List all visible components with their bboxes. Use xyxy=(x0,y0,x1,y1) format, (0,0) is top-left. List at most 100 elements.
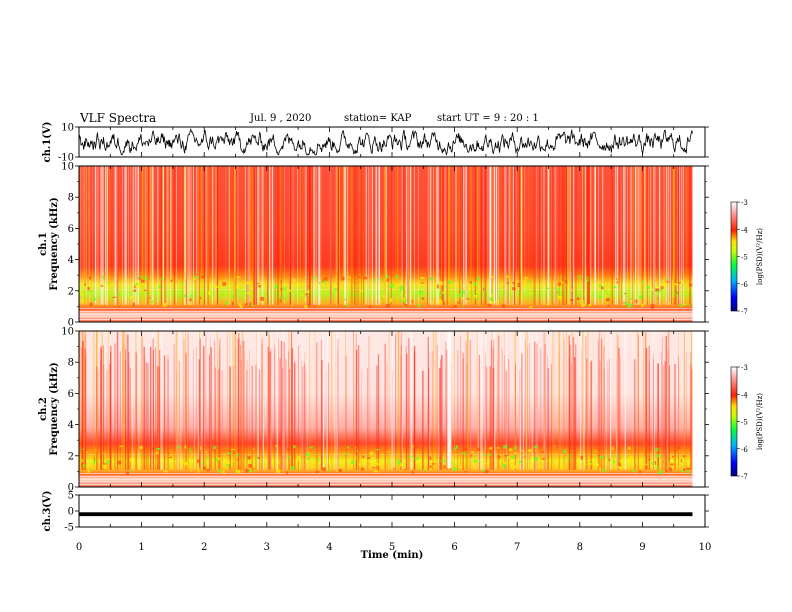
spectrogram-speckle xyxy=(524,456,526,459)
spectrogram-streak xyxy=(261,338,263,470)
spectrogram-streak xyxy=(603,346,605,470)
spectrogram-speckle xyxy=(286,471,288,475)
spectrogram-streak xyxy=(294,355,295,470)
spectrogram-streak xyxy=(101,345,102,470)
spectrogram-streak xyxy=(514,331,516,470)
spectrogram-streak xyxy=(618,166,620,305)
spectrogram-streak xyxy=(654,166,656,305)
spectrogram-streak xyxy=(395,166,396,305)
spectrogram-streak xyxy=(582,331,584,470)
spectrogram-streak xyxy=(122,342,124,470)
x-tick-label: 4 xyxy=(326,542,332,553)
spectrogram-speckle xyxy=(308,285,310,288)
y-tick-label: 0 xyxy=(68,318,74,329)
spectrogram-speckle xyxy=(673,301,675,305)
spectrogram-streak xyxy=(327,363,329,470)
spectrogram-speckle xyxy=(485,462,489,465)
spectrogram-streak xyxy=(200,331,202,470)
spectrogram-streak xyxy=(495,166,497,305)
spectrogram-speckle xyxy=(552,280,554,282)
spectrogram-streak xyxy=(135,331,137,470)
spectrogram-speckle xyxy=(460,290,465,295)
spectrogram-streak xyxy=(456,350,459,470)
spectrogram-streak xyxy=(157,166,159,305)
spectrogram-speckle xyxy=(540,285,542,288)
y-tick-label: 5 xyxy=(68,491,74,502)
spectrogram-speckle xyxy=(520,294,523,298)
spectrogram-streak xyxy=(116,166,118,305)
spectrogram-speckle xyxy=(668,302,671,305)
spectrogram-streak xyxy=(357,166,359,305)
spectrogram-speckle xyxy=(133,289,137,292)
spectrogram-streak xyxy=(632,166,634,305)
spectrogram-streak xyxy=(414,166,415,305)
spectrogram-speckle xyxy=(669,467,673,472)
spectrogram-speckle xyxy=(415,445,420,448)
spectrogram-speckle xyxy=(264,463,266,465)
spectrogram-streak xyxy=(477,166,478,305)
spectrogram-streak xyxy=(129,368,131,470)
spectrogram-streak xyxy=(156,366,159,470)
spectrogram-speckle xyxy=(372,279,376,282)
spectrogram-speckle xyxy=(103,464,107,469)
spectrogram-streak xyxy=(184,166,186,305)
spectrogram-speckle xyxy=(399,290,402,292)
spectrogram-speckle xyxy=(642,280,644,284)
spectrogram-streak xyxy=(429,351,430,470)
spectrogram-streak xyxy=(611,166,613,305)
spectrogram-speckle xyxy=(571,289,575,292)
spectrogram-streak xyxy=(375,166,376,305)
spectrogram-streak xyxy=(274,166,276,305)
spectrogram-streak xyxy=(143,166,145,305)
spectrogram-speckle xyxy=(86,465,89,468)
spectrogram-streak xyxy=(401,166,403,305)
spectrogram-speckle xyxy=(462,452,466,455)
spectrogram-speckle xyxy=(238,302,242,307)
spectrogram-speckle xyxy=(225,301,229,305)
spectrogram-streak xyxy=(524,340,526,470)
spectrogram-speckle xyxy=(411,470,414,475)
spectrogram-streak xyxy=(135,166,137,305)
spectrogram-speckle xyxy=(529,291,532,294)
spectrogram-speckle xyxy=(654,461,656,465)
spectrogram-speckle xyxy=(315,471,319,473)
spectrogram-streak xyxy=(214,340,216,470)
spectrogram-ch2 xyxy=(79,331,694,487)
spectrogram-streak xyxy=(221,331,223,470)
spectrogram-speckle xyxy=(108,458,111,460)
spectrogram-speckle xyxy=(358,275,361,278)
spectrogram-speckle xyxy=(615,455,620,457)
spectrogram-speckle xyxy=(402,297,406,302)
spectrogram-streak xyxy=(105,166,107,305)
spectrogram-speckle xyxy=(641,303,644,308)
spectrogram-streak xyxy=(326,370,327,470)
spectrogram-streak xyxy=(255,364,257,470)
spectrogram-streak xyxy=(641,166,644,305)
spectrogram-streak xyxy=(282,367,283,470)
spectrogram-speckle xyxy=(453,467,457,471)
spectrogram-streak xyxy=(498,335,500,470)
spectrogram-speckle xyxy=(307,304,311,307)
spectrogram-streak xyxy=(403,166,405,305)
spectrogram-streak xyxy=(652,166,654,305)
spectrogram-streak xyxy=(337,166,339,305)
spectrogram-streak xyxy=(665,166,667,305)
spectrogram-speckle xyxy=(363,276,368,280)
spectrogram-streak xyxy=(569,344,571,470)
spectrogram-speckle xyxy=(539,459,544,462)
spectrogram-streak xyxy=(493,166,495,305)
spectrogram-speckle xyxy=(386,303,390,308)
spectrogram-streak xyxy=(691,363,693,470)
spectrogram-streak xyxy=(106,369,108,470)
spectrogram-streak xyxy=(353,331,354,470)
spectrogram-streak xyxy=(216,331,219,470)
spectrogram-speckle xyxy=(189,450,193,452)
spectrogram-streak xyxy=(357,345,360,470)
spectrogram-speckle xyxy=(457,294,462,298)
spectrogram-streak xyxy=(116,166,118,305)
spectrogram-speckle xyxy=(473,459,478,463)
spectrogram-streak xyxy=(213,166,215,305)
spectrogram-streak xyxy=(270,166,272,305)
y-tick-label: 8 xyxy=(68,358,74,369)
